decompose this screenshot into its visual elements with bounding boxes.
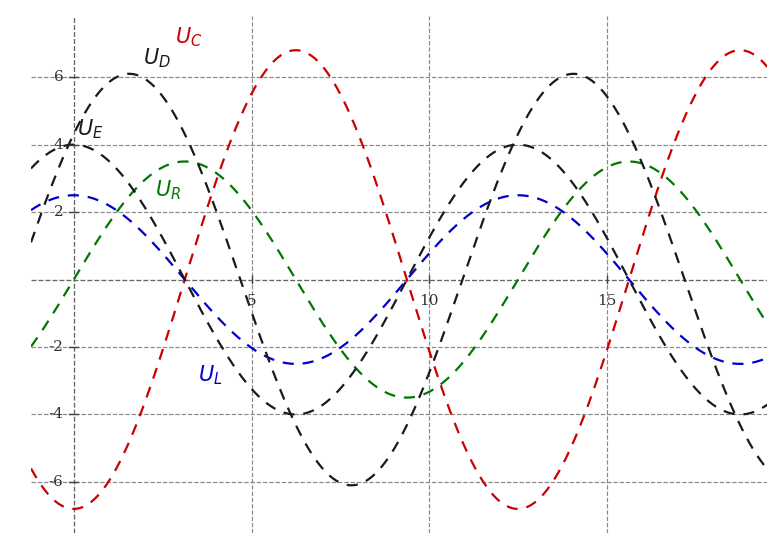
Text: $\mathit{U_E}$: $\mathit{U_E}$	[78, 117, 104, 141]
Text: $\mathit{U_D}$: $\mathit{U_D}$	[143, 47, 170, 70]
Text: 2: 2	[54, 205, 64, 219]
Text: 15: 15	[598, 294, 617, 308]
Text: 6: 6	[54, 70, 64, 84]
Text: -2: -2	[49, 340, 64, 354]
Text: 10: 10	[419, 294, 439, 308]
Text: $\mathit{U_L}$: $\mathit{U_L}$	[198, 364, 222, 388]
Text: $\mathit{U_R}$: $\mathit{U_R}$	[156, 178, 181, 202]
Text: -4: -4	[49, 407, 64, 422]
Text: $\mathit{U_C}$: $\mathit{U_C}$	[175, 25, 202, 48]
Text: 4: 4	[54, 138, 64, 152]
Text: -6: -6	[49, 475, 64, 489]
Text: 5: 5	[246, 294, 257, 308]
